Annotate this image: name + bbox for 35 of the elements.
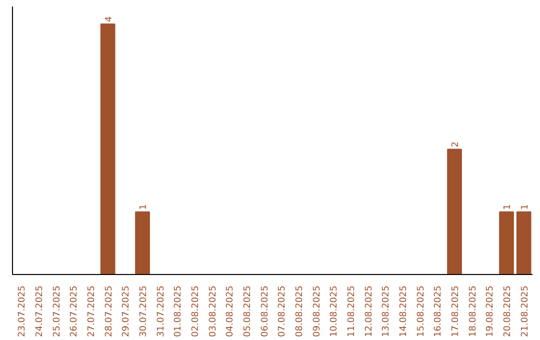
x-tick-label: 21.08.2025 <box>520 286 530 338</box>
x-tick-label: 26.07.2025 <box>70 286 80 338</box>
x-tick-label: 14.08.2025 <box>399 286 409 338</box>
data-label: 1 <box>503 204 513 210</box>
x-tick-label: 08.08.2025 <box>295 286 305 338</box>
x-tick-label: 05.08.2025 <box>243 286 253 338</box>
x-tick-label: 23.07.2025 <box>18 286 28 338</box>
x-tick-label: 01.08.2025 <box>174 286 184 338</box>
x-tick-label: 11.08.2025 <box>347 286 357 338</box>
x-tick-label: 17.08.2025 <box>451 286 461 338</box>
x-tick-label: 03.08.2025 <box>208 286 218 338</box>
x-tick-label: 09.08.2025 <box>312 286 322 338</box>
x-tick-label: 25.07.2025 <box>52 286 62 338</box>
x-tick-label: 07.08.2025 <box>278 286 288 338</box>
data-label: 1 <box>520 204 530 210</box>
x-tick-label: 27.07.2025 <box>87 286 97 338</box>
x-tick-label: 04.08.2025 <box>226 286 236 338</box>
data-label: 4 <box>104 16 114 22</box>
x-tick-label: 18.08.2025 <box>468 286 478 338</box>
x-tick-label: 10.08.2025 <box>330 286 340 338</box>
x-tick-label: 24.07.2025 <box>35 286 45 338</box>
x-tick-label: 12.08.2025 <box>364 286 374 338</box>
x-tick-label: 29.07.2025 <box>122 286 132 338</box>
x-tick-label: 13.08.2025 <box>382 286 392 338</box>
x-tick-label: 28.07.2025 <box>104 286 114 338</box>
x-tick-label: 30.07.2025 <box>139 286 149 338</box>
x-tick-label: 16.08.2025 <box>434 286 444 338</box>
data-label: 1 <box>139 204 149 210</box>
x-tick-label: 06.08.2025 <box>260 286 270 338</box>
x-tick-label: 31.07.2025 <box>156 286 166 338</box>
x-tick-label: 02.08.2025 <box>191 286 201 338</box>
x-tick-label: 15.08.2025 <box>416 286 426 338</box>
x-tick-label: 20.08.2025 <box>503 286 513 338</box>
x-tick-label: 19.08.2025 <box>486 286 496 338</box>
data-label: 2 <box>451 142 461 148</box>
